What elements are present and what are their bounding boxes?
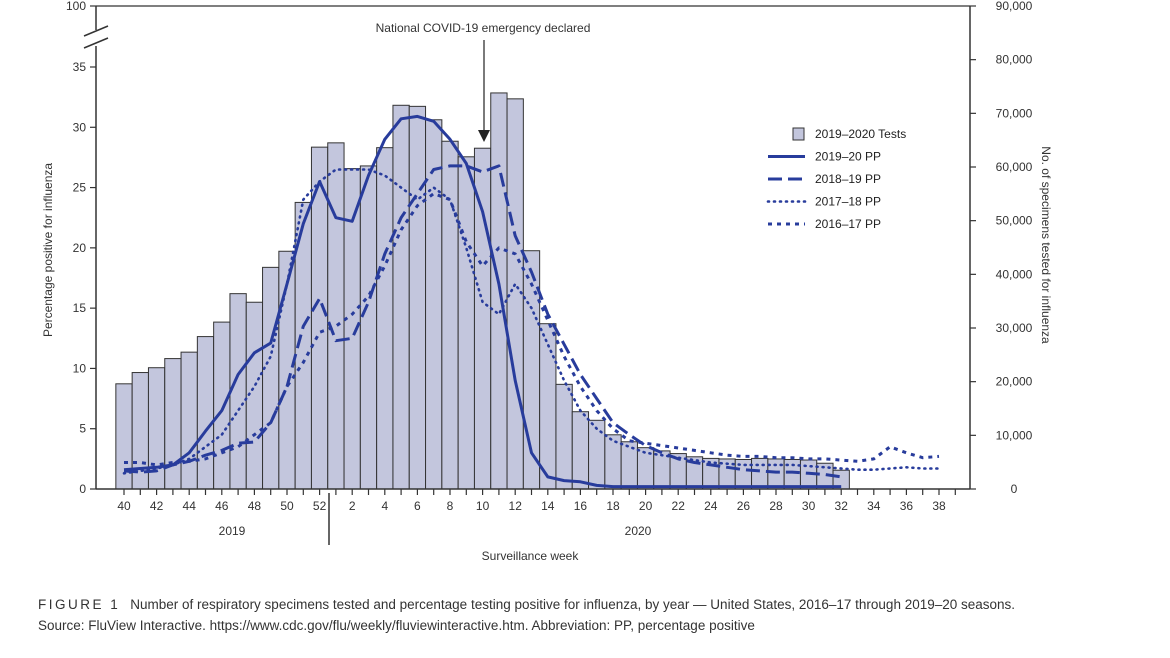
bar: [571, 411, 590, 490]
series-line-solid: [123, 114, 842, 489]
x-tick-label: 16: [574, 499, 588, 513]
x-tick-label: 22: [672, 499, 686, 513]
x-tick-label: 12: [509, 499, 523, 513]
x-tick-label: 4: [381, 499, 388, 513]
left-tick-label: 25: [73, 181, 87, 195]
bar: [359, 165, 378, 490]
series-line-dotted: [122, 168, 941, 475]
figure-label: FIGURE 1: [38, 597, 121, 612]
right-axis-title: No. of specimens tested for influenza: [1039, 146, 1053, 344]
legend-label: 2019–2020 Tests: [815, 127, 906, 141]
bar: [751, 457, 769, 490]
x-tick-label: 24: [704, 499, 718, 513]
bar: [376, 147, 394, 490]
bar: [620, 441, 638, 490]
bar: [441, 140, 459, 490]
bar: [767, 458, 785, 490]
bar: [327, 142, 345, 490]
left-tick-label: 15: [73, 301, 87, 315]
axis-break-mark: [83, 25, 109, 37]
x-tick-label: 20: [639, 499, 653, 513]
bar: [408, 105, 427, 490]
axis-break-mark: [83, 37, 109, 49]
left-tick-label: 20: [73, 241, 87, 255]
right-tick-label: 50,000: [996, 214, 1033, 228]
x-tick-label: 42: [150, 499, 164, 513]
x-axis-title: Surveillance week: [482, 549, 580, 563]
x-tick-label: 46: [215, 499, 229, 513]
bar: [604, 434, 622, 490]
legend-label: 2016–17 PP: [815, 217, 881, 231]
bar: [588, 419, 606, 490]
x-tick-label: 10: [476, 499, 490, 513]
left-tick-label-break: 100: [66, 0, 86, 13]
bar: [213, 321, 231, 490]
legend-label: 2019–20 PP: [815, 150, 881, 164]
x-tick-label: 14: [541, 499, 555, 513]
right-tick-label: 30,000: [996, 321, 1033, 335]
x-tick-label: 34: [867, 499, 881, 513]
x-tick-label: 26: [737, 499, 751, 513]
right-tick-label: 90,000: [996, 0, 1033, 13]
figure-caption: FIGURE 1 Number of respiratory specimens …: [38, 594, 1038, 636]
bar: [392, 104, 410, 490]
chart-svg: 0 5 10 15 20 25 30 35 100 0 10,000 20,000 30,000 40,0…: [41, 0, 1053, 563]
right-tick-label: 80,000: [996, 53, 1033, 67]
left-tick-label: 10: [73, 361, 87, 375]
bar: [196, 336, 215, 490]
x-tick-label: 28: [769, 499, 783, 513]
annotation-arrow-head: [478, 130, 490, 142]
bar: [555, 383, 573, 490]
bar: [457, 156, 475, 490]
x-tick-label: 2: [349, 499, 356, 513]
bar: [262, 266, 280, 490]
x-tick-label: 52: [313, 499, 327, 513]
bar: [425, 119, 443, 490]
legend-bar-swatch: [792, 127, 805, 141]
year-label: 2020: [625, 524, 652, 538]
right-tick-label: 70,000: [996, 106, 1033, 120]
caption-text: Number of respiratory specimens tested a…: [38, 597, 1016, 633]
x-tick-label: 36: [900, 499, 914, 513]
x-tick-label: 32: [835, 499, 849, 513]
bar: [229, 293, 247, 490]
x-tick-label: 18: [606, 499, 620, 513]
x-tick-label: 38: [932, 499, 946, 513]
x-tick-label: 50: [280, 499, 294, 513]
right-tick-label: 60,000: [996, 160, 1033, 174]
series-line-dotted-bold: [124, 192, 940, 467]
x-tick-label: 6: [414, 499, 421, 513]
left-tick-label: 5: [79, 422, 86, 436]
x-tick-label: 48: [248, 499, 262, 513]
left-tick-label: 30: [73, 120, 87, 134]
x-tick-label: 8: [447, 499, 454, 513]
legend-label: 2018–19 PP: [815, 172, 881, 186]
bar: [180, 351, 198, 490]
right-tick-label: 20,000: [996, 375, 1033, 389]
bar: [539, 323, 557, 490]
right-tick-label: 10,000: [996, 428, 1033, 442]
right-tick-label: 0: [1011, 482, 1018, 496]
right-tick-label: 40,000: [996, 267, 1033, 281]
x-tick-label: 40: [117, 499, 131, 513]
left-tick-label: 35: [73, 60, 87, 74]
legend-label: 2017–18 PP: [815, 195, 881, 209]
year-label: 2019: [219, 524, 246, 538]
series-line-dashed: [123, 164, 842, 479]
bar: [164, 358, 182, 490]
left-axis-title: Percentage positive for influenza: [41, 163, 55, 337]
annotation-text: National COVID-19 emergency declared: [376, 21, 591, 35]
x-tick-label: 44: [183, 499, 197, 513]
left-tick-label: 0: [79, 482, 86, 496]
x-tick-label: 30: [802, 499, 816, 513]
